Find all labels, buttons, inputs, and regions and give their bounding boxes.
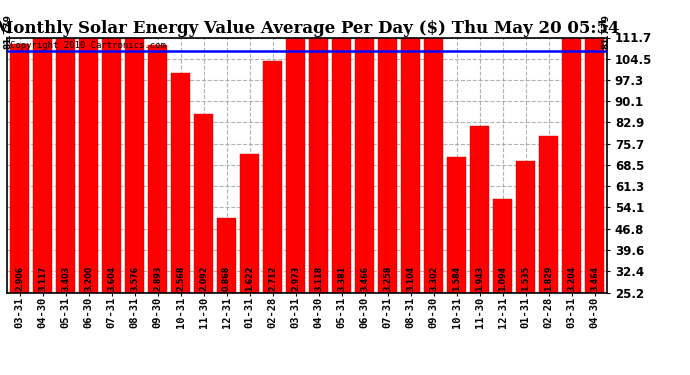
Bar: [585, 0, 604, 292]
Bar: [286, 38, 305, 292]
Bar: [401, 27, 420, 292]
Text: 1.094: 1.094: [498, 266, 507, 291]
Bar: [332, 3, 351, 292]
Bar: [33, 26, 52, 292]
Bar: [79, 19, 98, 292]
Bar: [309, 26, 328, 293]
Bar: [217, 218, 236, 292]
Text: 2.092: 2.092: [199, 266, 208, 291]
Text: 3.258: 3.258: [383, 266, 392, 291]
Bar: [493, 199, 512, 292]
Text: 3.302: 3.302: [429, 266, 438, 291]
Text: 81.779: 81.779: [3, 13, 12, 48]
Text: 1.943: 1.943: [475, 266, 484, 291]
Text: 3.604: 3.604: [107, 266, 116, 291]
Text: 2.893: 2.893: [153, 266, 162, 291]
Text: 1.829: 1.829: [544, 266, 553, 291]
Text: 2.568: 2.568: [176, 266, 185, 291]
Text: 3.381: 3.381: [337, 266, 346, 291]
Bar: [240, 154, 259, 292]
Bar: [447, 157, 466, 292]
Text: 3.466: 3.466: [360, 266, 369, 291]
Text: 0.868: 0.868: [222, 266, 231, 291]
Bar: [539, 136, 558, 292]
Bar: [263, 61, 282, 292]
Text: 3.204: 3.204: [567, 266, 576, 291]
Text: 1.535: 1.535: [521, 266, 530, 291]
Bar: [470, 126, 489, 292]
Text: 3.200: 3.200: [84, 266, 93, 291]
Text: Copyright 2010 Cartronics.com: Copyright 2010 Cartronics.com: [10, 41, 166, 50]
Text: 2.973: 2.973: [291, 266, 300, 291]
Bar: [125, 0, 144, 292]
Bar: [148, 45, 167, 292]
Text: 3.576: 3.576: [130, 266, 139, 291]
Title: Monthly Solar Energy Value Average Per Day ($) Thu May 20 05:54: Monthly Solar Energy Value Average Per D…: [0, 20, 620, 38]
Bar: [194, 114, 213, 292]
Text: 2.906: 2.906: [15, 266, 24, 291]
Bar: [102, 0, 121, 292]
Bar: [56, 2, 75, 292]
Text: 3.118: 3.118: [314, 266, 323, 291]
Bar: [378, 14, 397, 292]
Bar: [562, 19, 581, 292]
Bar: [10, 44, 29, 292]
Text: 2.712: 2.712: [268, 266, 277, 291]
Text: 1.622: 1.622: [245, 266, 254, 291]
Text: 3.464: 3.464: [590, 266, 599, 291]
Text: 3.104: 3.104: [406, 266, 415, 291]
Bar: [516, 161, 535, 292]
Text: 3.403: 3.403: [61, 266, 70, 291]
Text: 3.117: 3.117: [38, 266, 47, 291]
Text: 1.584: 1.584: [452, 266, 461, 291]
Bar: [424, 10, 443, 292]
Text: 81.779: 81.779: [602, 13, 611, 48]
Bar: [355, 0, 374, 292]
Bar: [171, 73, 190, 292]
